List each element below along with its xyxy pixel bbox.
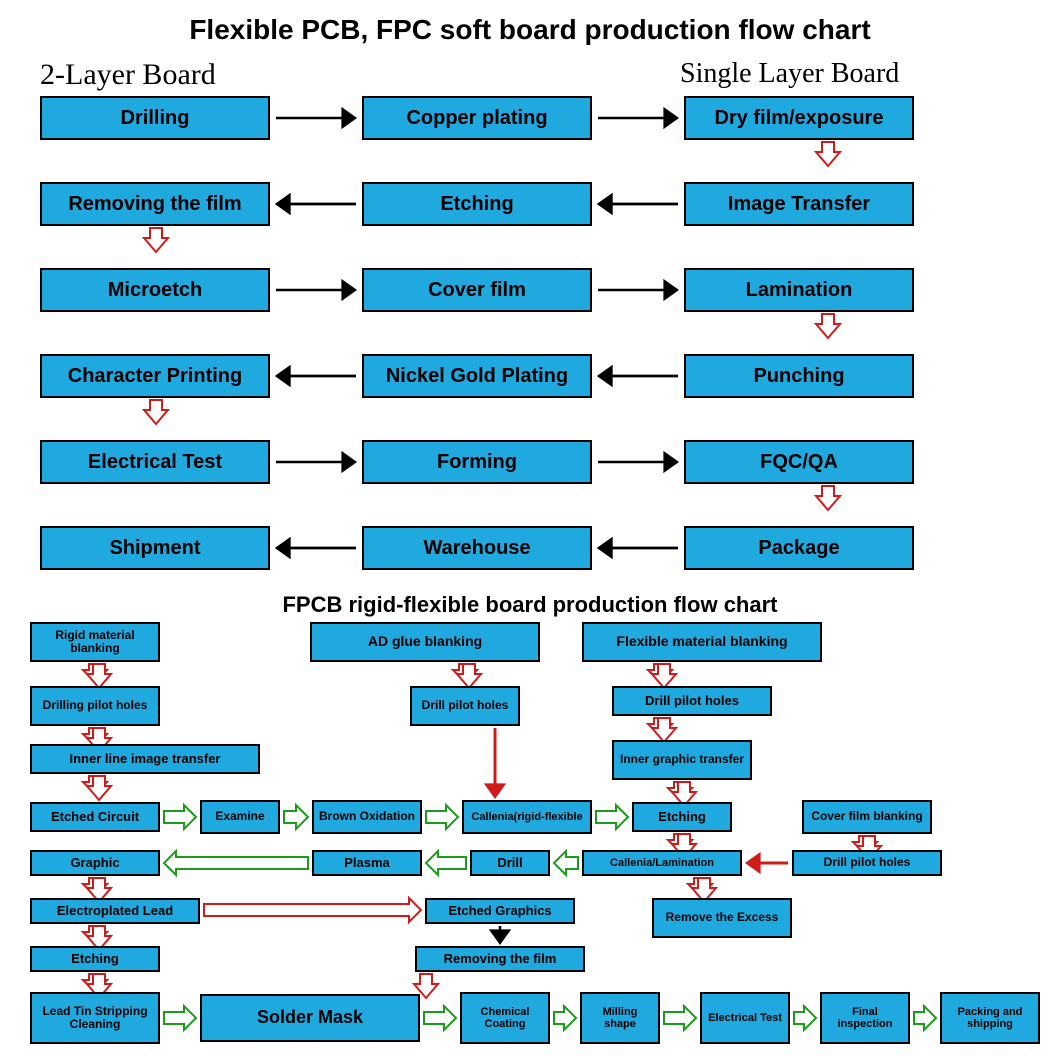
bottom-box-b_plasma: Plasma <box>312 850 422 876</box>
bottom-box-b_lead: Lead Tin Stripping Cleaning <box>30 992 160 1044</box>
bottom-box-b_flex: Flexible material blanking <box>582 622 822 662</box>
bottom-box-b_etchedC: Etched Circuit <box>30 802 160 832</box>
bottom-box-b_removeF: Removing the film <box>415 946 585 972</box>
top-box-r2-c0: Microetch <box>40 268 270 312</box>
diagram-stage: { "canvas": { "w":1060, "h":1060, "bg":"… <box>0 0 1060 1060</box>
title-t3: Single Layer Board <box>680 58 1020 90</box>
bottom-box-b_brown: Brown Oxidation <box>312 800 422 834</box>
bottom-box-b_exam: Examine <box>200 800 280 834</box>
top-box-r4-c1: Forming <box>362 440 592 484</box>
bottom-box-b_egraph: Etched Graphics <box>425 898 575 924</box>
bottom-box-b_final: Final inspection <box>820 992 910 1044</box>
top-box-r3-c1: Nickel Gold Plating <box>362 354 592 398</box>
bottom-box-b_drillD: Drill pilot holes <box>792 850 942 876</box>
top-box-r4-c2: FQC/QA <box>684 440 914 484</box>
top-box-r5-c2: Package <box>684 526 914 570</box>
top-box-r1-c0: Removing the film <box>40 182 270 226</box>
top-box-r5-c1: Warehouse <box>362 526 592 570</box>
title-t4: FPCB rigid-flexible board production flo… <box>180 592 880 618</box>
bottom-box-b_cover: Cover film blanking <box>802 800 932 834</box>
bottom-box-b_graphic: Graphic <box>30 850 160 876</box>
top-box-r0-c2: Dry film/exposure <box>684 96 914 140</box>
top-box-r1-c1: Etching <box>362 182 592 226</box>
bottom-box-b_elead: Electroplated Lead <box>30 898 200 924</box>
bottom-box-b_drill2: Drill <box>470 850 550 876</box>
top-box-r3-c2: Punching <box>684 354 914 398</box>
top-box-r5-c0: Shipment <box>40 526 270 570</box>
top-box-r4-c0: Electrical Test <box>40 440 270 484</box>
title-t1: Flexible PCB, FPC soft board production … <box>120 14 940 46</box>
title-t2: 2-Layer Board <box>40 58 320 92</box>
bottom-box-b_drillB: Drill pilot holes <box>410 686 520 726</box>
top-box-r3-c0: Character Printing <box>40 354 270 398</box>
bottom-box-b_etchB: Etching <box>30 946 160 972</box>
top-box-r0-c1: Copper plating <box>362 96 592 140</box>
bottom-box-b_callL: Callenia/Lamination <box>582 850 742 876</box>
bottom-box-b_elect: Electrical Test <box>700 992 790 1044</box>
bottom-box-b_innerG: Inner graphic transfer <box>612 740 752 780</box>
bottom-box-b_drillC: Drill pilot holes <box>612 686 772 716</box>
bottom-box-b_call: Callenia(rigid-flexible <box>462 800 592 834</box>
bottom-box-b_rigid: Rigid material blanking <box>30 622 160 662</box>
top-box-r0-c0: Drilling <box>40 96 270 140</box>
bottom-box-b_removeE: Remove the Excess <box>652 898 792 938</box>
top-box-r1-c2: Image Transfer <box>684 182 914 226</box>
bottom-box-b_drillA: Drilling pilot holes <box>30 686 160 726</box>
top-box-r2-c2: Lamination <box>684 268 914 312</box>
bottom-box-b_innerA: Inner line image transfer <box>30 744 260 774</box>
bottom-box-b_chem: Chemical Coating <box>460 992 550 1044</box>
bottom-box-b_mill: Milling shape <box>580 992 660 1044</box>
top-box-r2-c1: Cover film <box>362 268 592 312</box>
bottom-box-b_solder: Solder Mask <box>200 994 420 1042</box>
bottom-box-b_adglue: AD glue blanking <box>310 622 540 662</box>
bottom-box-b_pack: Packing and shipping <box>940 992 1040 1044</box>
bottom-box-b_etchC: Etching <box>632 802 732 832</box>
